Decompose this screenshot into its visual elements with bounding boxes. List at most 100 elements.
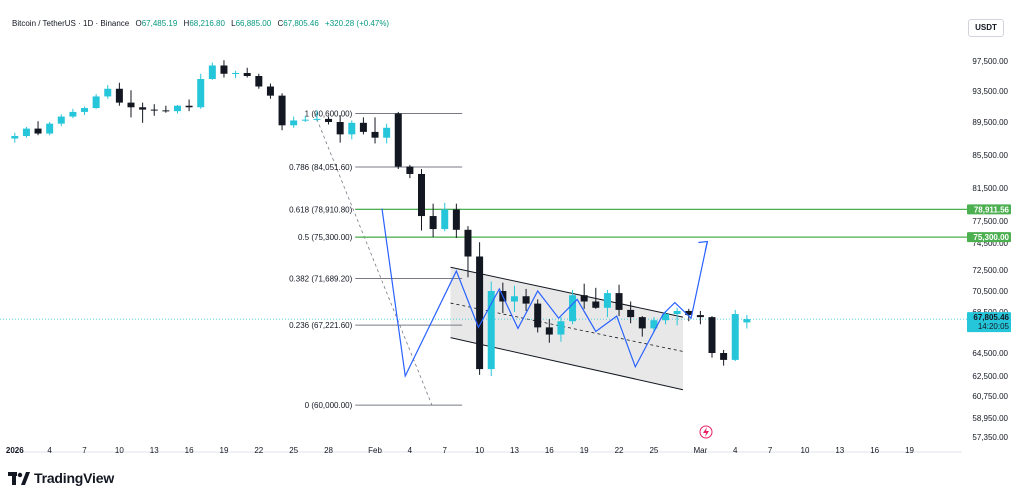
candle-body[interactable] xyxy=(580,295,588,302)
projection-path[interactable] xyxy=(381,208,708,379)
x-tick-label: 19 xyxy=(905,446,914,455)
candle-body[interactable] xyxy=(162,110,170,112)
tradingview-logo[interactable]: TradingView xyxy=(8,470,114,486)
candle-body[interactable] xyxy=(394,113,402,167)
candle-body[interactable] xyxy=(569,295,577,322)
projection-arrowhead-icon xyxy=(698,240,709,251)
candle-body[interactable] xyxy=(592,301,600,308)
candle-body[interactable] xyxy=(743,319,751,323)
candle-body[interactable] xyxy=(11,136,19,139)
candle-body[interactable] xyxy=(487,291,495,370)
candle-body[interactable] xyxy=(220,65,228,74)
candle-body[interactable] xyxy=(545,327,553,335)
candle-body[interactable] xyxy=(115,88,123,103)
candle-body[interactable] xyxy=(185,105,193,108)
candle-body[interactable] xyxy=(208,65,216,80)
candle-body[interactable] xyxy=(429,216,437,230)
candle-body[interactable] xyxy=(290,120,298,126)
candle-body[interactable] xyxy=(139,107,147,110)
candle-body[interactable] xyxy=(34,128,42,134)
candle-body[interactable] xyxy=(57,116,65,124)
close-label: C xyxy=(277,19,284,28)
channel-upper-line[interactable] xyxy=(450,266,684,318)
candle-body[interactable] xyxy=(685,310,693,316)
fib-level-label: 0.786 (84,051.60) xyxy=(289,163,352,172)
candle-body[interactable] xyxy=(197,79,205,108)
candle-body[interactable] xyxy=(150,109,158,111)
candle-body[interactable] xyxy=(104,88,112,97)
candle-body[interactable] xyxy=(464,229,472,257)
candle-body[interactable] xyxy=(81,108,89,112)
x-tick-label: 4 xyxy=(47,446,52,455)
candle-body[interactable] xyxy=(371,131,379,138)
candle-body[interactable] xyxy=(325,118,333,122)
candle-body[interactable] xyxy=(383,127,391,138)
symbol-label[interactable]: Bitcoin / TetherUS · 1D · Binance xyxy=(12,19,130,28)
open-value: 67,485.19 xyxy=(141,19,178,28)
support-price-tag[interactable] xyxy=(967,232,1011,243)
candle-body[interactable] xyxy=(46,123,54,134)
candle-body[interactable] xyxy=(603,293,611,308)
x-tick-label: 10 xyxy=(475,446,484,455)
candle-body[interactable] xyxy=(173,105,181,112)
support-price-tag[interactable] xyxy=(967,204,1011,215)
candle-body[interactable] xyxy=(232,73,240,74)
candle-body[interactable] xyxy=(313,118,321,120)
flash-icon xyxy=(703,427,709,437)
candle-body[interactable] xyxy=(92,96,100,109)
y-tick-label: 77,500.00 xyxy=(972,217,1008,226)
y-tick-label: 89,500.00 xyxy=(972,118,1008,127)
candle-body[interactable] xyxy=(510,296,518,302)
candle-body[interactable] xyxy=(662,314,670,321)
candle-body[interactable] xyxy=(301,119,309,121)
x-tick-label: 22 xyxy=(615,446,624,455)
currency-button[interactable]: USDT xyxy=(968,19,1004,37)
x-tick-label: 4 xyxy=(733,446,738,455)
candle-body[interactable] xyxy=(720,353,728,360)
candle-body[interactable] xyxy=(22,128,30,137)
candle-body[interactable] xyxy=(731,314,739,360)
fib-level-label: 0.382 (71,689.20) xyxy=(289,275,352,284)
candle-body[interactable] xyxy=(638,317,646,329)
chart-header: Bitcoin / TetherUS · 1D · Binance O67,48… xyxy=(12,19,389,28)
event-flash-icon[interactable] xyxy=(699,425,713,439)
fib-trend-line[interactable] xyxy=(314,113,433,406)
candle-body[interactable] xyxy=(336,122,344,135)
candle-body[interactable] xyxy=(615,293,623,310)
y-tick-label: 93,500.00 xyxy=(972,87,1008,96)
x-tick-label: 16 xyxy=(185,446,194,455)
candle-body[interactable] xyxy=(406,166,414,174)
candle-body[interactable] xyxy=(452,209,460,230)
candle-body[interactable] xyxy=(255,76,263,87)
candle-body[interactable] xyxy=(696,315,704,318)
candle-body[interactable] xyxy=(557,321,565,335)
support-price-text: 75,300.00 xyxy=(973,233,1009,242)
y-tick-label: 70,500.00 xyxy=(972,287,1008,296)
x-tick-label: 2026 xyxy=(6,446,24,455)
candle-body[interactable] xyxy=(348,122,356,135)
candle-body[interactable] xyxy=(708,317,716,353)
candle-body[interactable] xyxy=(476,256,484,370)
candle-body[interactable] xyxy=(418,173,425,217)
candle-body[interactable] xyxy=(127,102,135,108)
change-value: +320.28 (+0.47%) xyxy=(325,19,390,28)
candle-body[interactable] xyxy=(278,95,286,126)
last-price-tag[interactable] xyxy=(967,312,1011,333)
candle-body[interactable] xyxy=(243,73,251,76)
candle-body[interactable] xyxy=(650,320,658,329)
candle-body[interactable] xyxy=(627,309,635,318)
candle-body[interactable] xyxy=(441,209,449,230)
candle-body[interactable] xyxy=(69,111,77,117)
brand-name: TradingView xyxy=(34,470,115,486)
candle-body[interactable] xyxy=(673,310,681,315)
high-label: H xyxy=(183,19,190,28)
x-tick-label: 7 xyxy=(82,446,87,455)
candle-body[interactable] xyxy=(522,296,530,304)
candle-body[interactable] xyxy=(534,303,542,328)
y-tick-label: 64,500.00 xyxy=(972,349,1008,358)
candle-body[interactable] xyxy=(359,122,367,132)
x-tick-label: Feb xyxy=(368,446,382,455)
x-tick-label: 10 xyxy=(115,446,124,455)
candle-body[interactable] xyxy=(266,86,274,96)
